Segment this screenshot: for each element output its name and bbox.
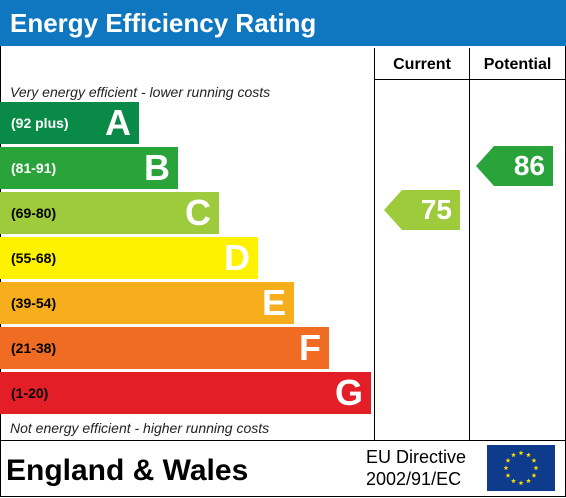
eu-star-icon xyxy=(526,452,531,458)
band-b: (81-91) B xyxy=(0,147,178,189)
divider-current-left xyxy=(374,48,375,441)
eu-star-icon xyxy=(511,478,516,484)
caption-very-efficient: Very energy efficient - lower running co… xyxy=(10,84,271,100)
divider-header-bottom xyxy=(374,79,565,80)
caption-not-efficient: Not energy efficient - higher running co… xyxy=(10,420,270,436)
page-title: Energy Efficiency Rating xyxy=(10,8,317,38)
column-header-current: Current xyxy=(393,56,451,73)
band-range: (69-80) xyxy=(11,205,57,221)
eu-star-icon xyxy=(526,478,531,484)
band-e: (39-54) E xyxy=(0,282,294,324)
band-range: (55-68) xyxy=(11,250,57,266)
band-range: (81-91) xyxy=(11,160,57,176)
eu-directive-line1: EU Directive xyxy=(366,447,467,467)
eu-star-icon xyxy=(503,465,509,471)
eu-star-icon xyxy=(505,472,511,478)
eu-star-icon xyxy=(533,465,539,471)
eu-star-icon xyxy=(531,472,537,478)
band-letter: B xyxy=(144,147,170,188)
band-d: (55-68) D xyxy=(0,237,258,279)
band-c: (69-80) C xyxy=(0,192,219,234)
current-rating-value: 75 xyxy=(420,194,452,225)
current-rating-arrow: 75 xyxy=(384,190,460,230)
divider-footer-top xyxy=(0,440,565,441)
band-letter: G xyxy=(334,372,363,413)
band-range: (39-54) xyxy=(11,295,57,311)
band-f: (21-38) F xyxy=(0,327,329,369)
eu-directive-line2: 2002/91/EC xyxy=(366,469,462,489)
band-g: (1-20) G xyxy=(0,372,371,414)
eu-star-icon xyxy=(518,480,524,486)
title-bar: Energy Efficiency Rating xyxy=(0,0,566,46)
eu-star-icon xyxy=(505,457,511,463)
band-letter: C xyxy=(185,192,211,233)
eu-star-icon xyxy=(531,457,537,463)
eu-star-icon xyxy=(511,452,516,458)
region-label: England & Wales xyxy=(6,454,249,487)
eu-directive-label: EU Directive 2002/91/EC xyxy=(366,446,466,490)
divider-potential-left xyxy=(469,48,470,441)
potential-rating-value: 86 xyxy=(513,150,545,181)
band-a: (92 plus) A xyxy=(0,102,139,144)
eu-star-icon xyxy=(518,450,524,456)
column-header-potential: Potential xyxy=(483,56,552,73)
eu-flag-icon xyxy=(487,445,555,491)
band-letter: F xyxy=(299,327,321,368)
band-range: (1-20) xyxy=(11,385,49,401)
band-range: (92 plus) xyxy=(11,115,69,131)
potential-rating-arrow: 86 xyxy=(476,146,553,186)
band-letter: A xyxy=(105,102,131,143)
band-range: (21-38) xyxy=(11,340,57,356)
band-letter: E xyxy=(261,282,286,323)
band-letter: D xyxy=(224,237,250,278)
